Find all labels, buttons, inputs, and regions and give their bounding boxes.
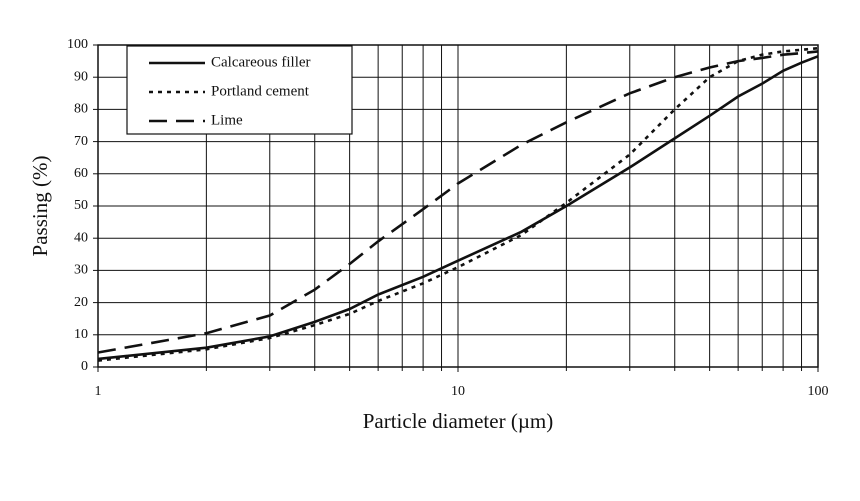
y-tick-label: 0 [81,359,88,374]
y-axis-title: Passing (%) [28,156,52,257]
y-tick-label: 40 [74,230,88,245]
y-tick-label: 100 [67,37,88,52]
y-tick-label: 60 [74,166,88,181]
x-tick-label: 100 [808,384,829,399]
y-tick-label: 20 [74,295,88,310]
legend-box [126,45,353,135]
x-tick-label: 1 [95,384,102,399]
legend-label: Lime [211,112,243,128]
y-tick-label: 80 [74,102,88,117]
legend-label: Calcareous filler [211,54,311,70]
y-tick-label: 50 [74,198,88,213]
legend-label: Portland cement [211,83,310,99]
series-line [97,55,819,361]
plot-frame [97,44,819,368]
y-tick-label: 30 [74,263,88,278]
x-axis-title: Particle diameter (µm) [363,409,554,433]
series-line [97,50,819,354]
y-tick-label: 70 [74,134,88,149]
y-tick-label: 10 [74,327,88,342]
y-tick-label: 90 [74,69,88,84]
x-tick-label: 10 [451,384,465,399]
